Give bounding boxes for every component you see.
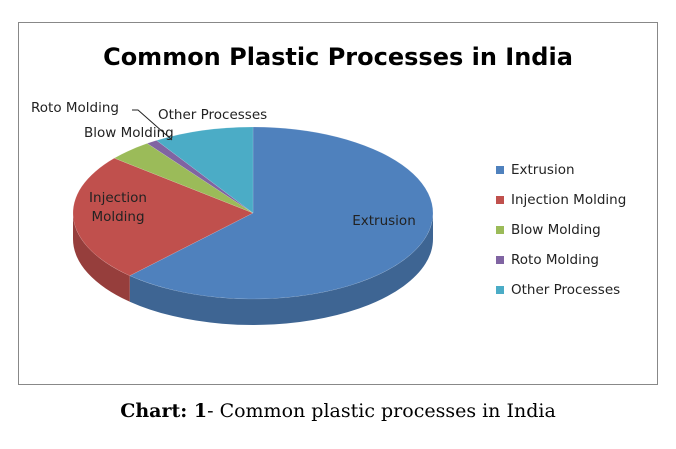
legend-swatch: [496, 226, 504, 234]
pie: Extrusion Injection Molding Blow Molding Rot…: [31, 100, 434, 326]
slice-side: [129, 213, 434, 326]
data-label: Other Processes: [158, 107, 267, 123]
slice: [146, 140, 254, 214]
slice: [129, 126, 434, 300]
chart-title: Common Plastic Processes in India: [103, 43, 573, 71]
legend-swatch: [496, 286, 504, 294]
legend-label: Other Processes: [511, 282, 620, 298]
slice-side: [73, 213, 130, 302]
caption-text: - Common plastic processes in India: [207, 400, 556, 422]
legend-label: Roto Molding: [511, 252, 599, 268]
slice: [156, 126, 254, 214]
data-label: Extrusion: [352, 213, 416, 229]
data-label: Injection Molding: [89, 190, 147, 225]
legend-swatch: [496, 166, 504, 174]
legend: Extrusion Injection Molding Blow Molding Ro…: [496, 162, 626, 298]
legend-swatch: [496, 256, 504, 264]
legend-label: Injection Molding: [511, 192, 626, 208]
slice: [72, 157, 254, 276]
caption: Chart: 1- Common plastic processes in In…: [120, 400, 556, 422]
legend-label: Extrusion: [511, 162, 575, 178]
data-label: Blow Molding: [84, 125, 174, 141]
leader-line: [132, 109, 173, 141]
slice: [113, 143, 254, 214]
caption-label: Chart: 1: [120, 400, 207, 422]
data-label: Roto Molding: [31, 100, 119, 116]
legend-label: Blow Molding: [511, 222, 601, 238]
legend-swatch: [496, 196, 504, 204]
